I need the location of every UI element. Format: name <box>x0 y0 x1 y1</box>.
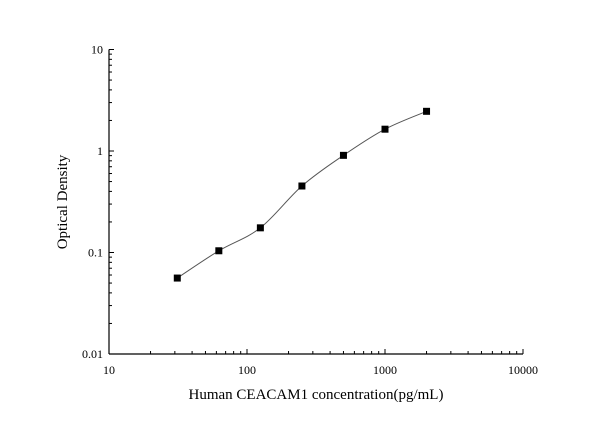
data-point <box>339 151 347 159</box>
axes <box>108 49 524 355</box>
y-tick-label: 10 <box>91 43 103 57</box>
data-point <box>215 247 223 255</box>
data-point <box>173 274 181 282</box>
tick-labels: 10 100 1000 10000 0.01 0.1 1 10 <box>82 43 538 378</box>
y-tick-label: 0.01 <box>82 347 103 361</box>
x-tick-label: 10 <box>103 363 115 377</box>
fit-curve <box>177 110 427 279</box>
data-points <box>173 107 431 282</box>
x-tick-label: 10000 <box>508 363 538 377</box>
data-point <box>423 107 431 115</box>
x-axis-label: Human CEACAM1 concentration(pg/mL) <box>189 387 444 403</box>
x-tick-label: 1000 <box>373 363 397 377</box>
x-tick-label: 100 <box>238 363 256 377</box>
data-point <box>298 182 306 190</box>
data-point <box>381 125 389 133</box>
y-axis-label: Optical Density <box>55 154 71 249</box>
data-point <box>256 224 264 232</box>
y-tick-label: 1 <box>97 144 103 158</box>
y-tick-label: 0.1 <box>88 246 103 260</box>
